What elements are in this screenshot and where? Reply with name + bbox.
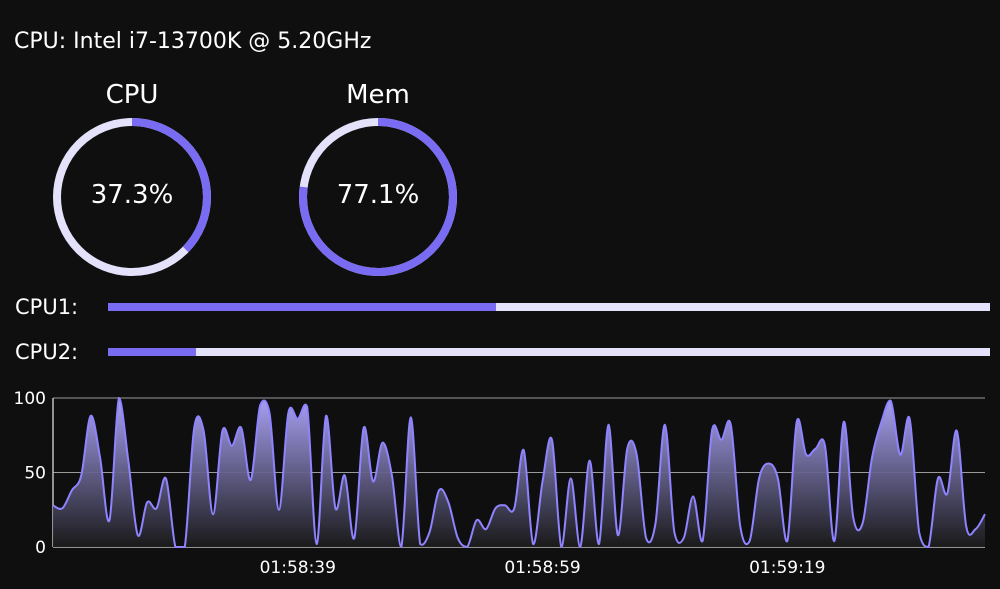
cpu-gauge-arc [53, 118, 211, 276]
cpu-history-chart: 100 50 0 01:58:39 01:58:59 01:59:19 [14, 389, 986, 578]
core-row-cpu1: CPU1: [0, 292, 1000, 322]
core-usage-track [108, 303, 990, 311]
chart-x-axis: 01:58:39 01:58:59 01:59:19 [260, 558, 826, 578]
core-label: CPU1: [15, 295, 79, 319]
cpu-gauge-value: 37.3% [90, 180, 174, 210]
core-label: CPU2: [15, 340, 79, 364]
x-tick-label: 01:58:39 [260, 558, 336, 578]
mem-gauge: Mem 77.1% [295, 78, 461, 288]
core-usage-fill [108, 303, 497, 311]
y-tick-label: 100 [14, 389, 46, 409]
core-row-cpu2: CPU2: [0, 337, 1000, 367]
cpu-history-line [52, 396, 986, 549]
x-tick-label: 01:58:59 [504, 558, 580, 578]
core-usage-fill [108, 348, 197, 356]
y-tick-label: 0 [35, 538, 46, 558]
mem-gauge-ring [299, 118, 457, 276]
core-usage-track [108, 348, 990, 356]
cpu-gauge: CPU 37.3% [49, 78, 215, 288]
mem-gauge-arc [299, 118, 457, 276]
cpu-gauge-ring [53, 118, 211, 276]
cpu-gauge-label: CPU [105, 80, 159, 110]
x-tick-label: 01:59:19 [749, 558, 825, 578]
chart-y-axis: 100 50 0 [14, 389, 46, 558]
y-tick-label: 50 [24, 464, 46, 484]
mem-gauge-label: Mem [346, 80, 410, 110]
mem-gauge-value: 77.1% [336, 180, 420, 210]
cpu-model-title: CPU: Intel i7-13700K @ 5.20GHz [14, 29, 372, 54]
